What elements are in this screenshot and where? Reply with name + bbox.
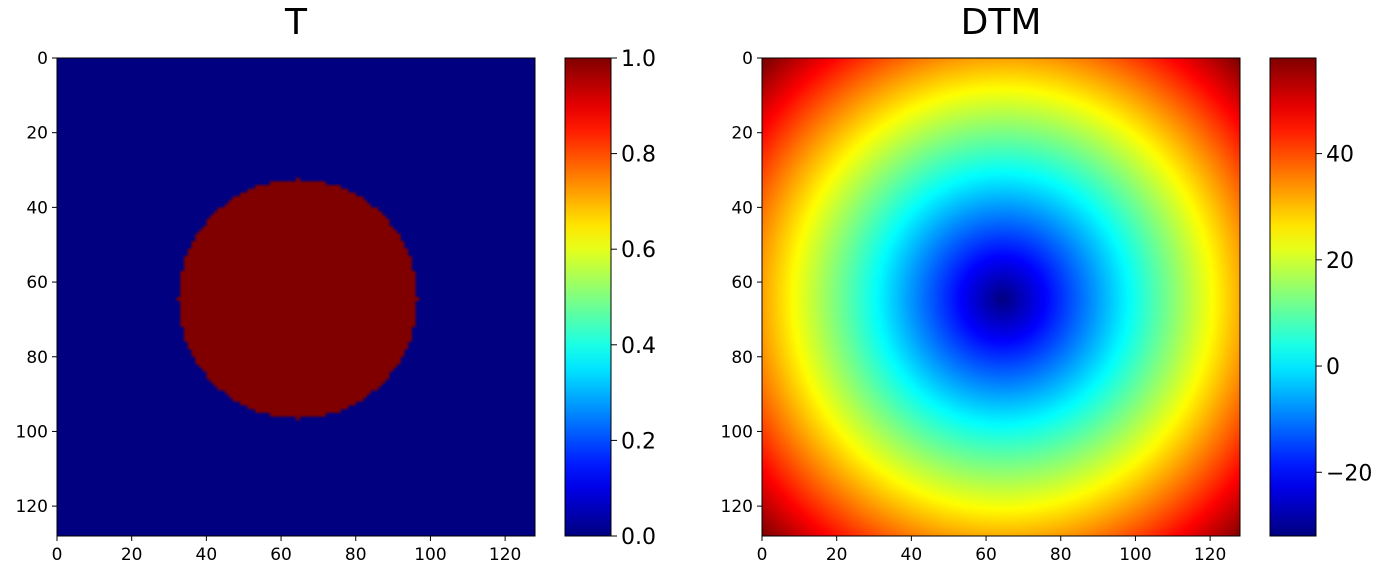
plot-frame	[761, 57, 1241, 537]
colorbar-tick-label: 40	[1326, 143, 1354, 168]
panel-t: T 0 20 40 60 80 100 120 0 20 40 60 80 100 120 0.0 0.2 0.…	[16, 2, 656, 565]
x-tick-label: 80	[345, 545, 367, 565]
x-tick-label: 80	[1050, 545, 1072, 565]
x-tick-label: 100	[414, 545, 446, 565]
y-tick-label: 80	[26, 348, 48, 368]
colorbar-tick-label: 20	[1326, 249, 1354, 274]
x-tick-label: 0	[757, 545, 768, 565]
x-tick-label: 100	[1119, 545, 1151, 565]
y-tick-label: 0	[37, 49, 48, 69]
y-tick-label: 20	[731, 124, 753, 144]
colorbar-tick-label: 0.0	[621, 525, 656, 550]
x-tick-label: 60	[270, 545, 292, 565]
y-tick-label: 60	[26, 273, 48, 293]
colorbar-tick-label: 0.4	[621, 334, 656, 359]
y-tick-label: 60	[731, 273, 753, 293]
panel-dtm: DTM 0 20 40 60 80 100 120 0 20 40 60 80 100 120 −20 0 20…	[700, 0, 1386, 578]
colorbar-tick-label: 1.0	[621, 47, 656, 72]
y-tick-label: 120	[16, 497, 48, 517]
colorbar-tick-label: 0.6	[621, 238, 656, 263]
x-tick-label: 0	[52, 545, 63, 565]
y-tick-label: 120	[721, 497, 753, 517]
y-tick-label: 100	[16, 422, 48, 442]
x-tick-label: 40	[901, 545, 923, 565]
colorbar-tick-label: 0	[1326, 355, 1340, 380]
colorbar-tick-label: −20	[1326, 461, 1372, 486]
y-tick-label: 40	[731, 198, 753, 218]
colorbar-tick-label: 0.2	[621, 429, 656, 454]
y-tick-label: 100	[721, 422, 753, 442]
colorbar	[1269, 57, 1317, 537]
chart-t: 0 20 40 60 80 100 120 0 20 40 60 80 100 120 0.0 0.2 0.4 0…	[16, 47, 656, 565]
chart-title-dtm: DTM	[960, 2, 1042, 43]
chart-title-t: T	[285, 2, 307, 43]
y-tick-label: 40	[26, 198, 48, 218]
x-tick-label: 20	[121, 545, 143, 565]
chart-dtm: 0 20 40 60 80 100 120 0 20 40 60 80 100 120 −20 0 20 40	[721, 49, 1373, 565]
x-tick-label: 60	[975, 545, 997, 565]
colorbar	[564, 57, 612, 537]
x-tick-label: 120	[1194, 545, 1226, 565]
y-tick-label: 0	[742, 49, 753, 69]
heatmap-image	[57, 58, 535, 536]
y-tick-label: 80	[731, 348, 753, 368]
heatmap-image	[762, 58, 1240, 536]
plot-frame	[56, 57, 536, 537]
x-tick-label: 40	[196, 545, 218, 565]
x-tick-label: 120	[489, 545, 521, 565]
y-tick-label: 20	[26, 124, 48, 144]
x-tick-label: 20	[826, 545, 848, 565]
colorbar-tick-label: 0.8	[621, 143, 656, 168]
